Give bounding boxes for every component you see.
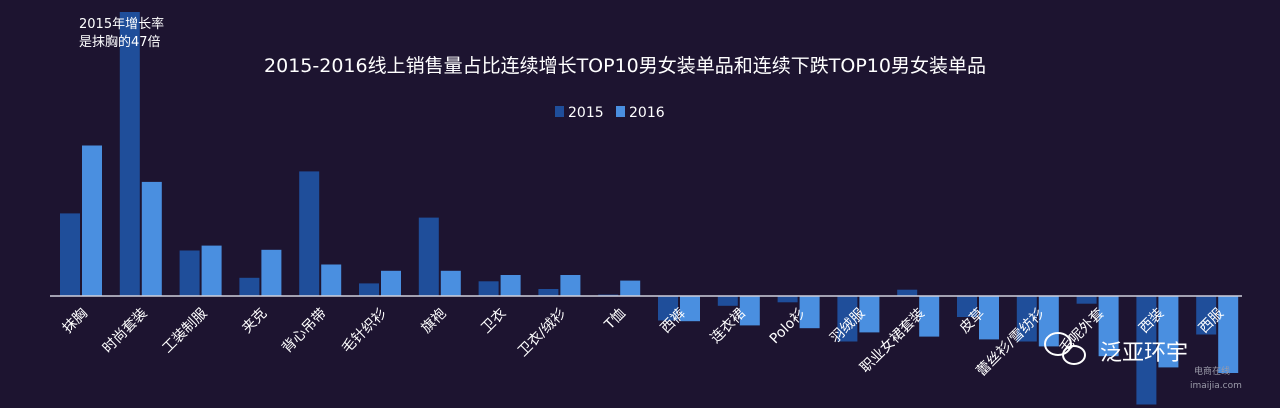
category-label-8: 卫衣/绒衫 — [515, 306, 569, 360]
bar-2015-2 — [179, 250, 200, 296]
bar-2016-0 — [82, 145, 102, 296]
chart-title: 2015-2016线上销售量占比连续增长TOP10男女装单品和连续下跌TOP10… — [264, 55, 986, 77]
bar-2016-17 — [1098, 296, 1119, 357]
bar-2015-15 — [957, 296, 977, 317]
watermark-domain: imaijia.com — [1190, 381, 1242, 391]
category-label-2: 工装制服 — [160, 306, 211, 357]
bar-2016-9 — [620, 280, 641, 296]
annotation-line-2: 是抹胸的47倍 — [79, 34, 161, 50]
wechat-icon — [1044, 332, 1086, 365]
bar-2015-4 — [299, 171, 320, 296]
bar-2016-8 — [560, 275, 581, 296]
bar-2016-2 — [201, 245, 222, 296]
bar-2016-19 — [1218, 296, 1239, 373]
bar-2015-19 — [1196, 296, 1217, 335]
category-label-1: 时尚套装 — [100, 306, 151, 357]
category-label-9: T恤 — [601, 306, 629, 334]
bar-2015-14 — [897, 289, 918, 296]
watermark-brand: 泛亚环宇 — [1100, 341, 1188, 366]
category-label-7: 卫衣 — [478, 306, 509, 337]
bar-2015-16 — [1016, 296, 1037, 342]
legend-swatch-2016 — [616, 106, 625, 117]
bar-2016-5 — [381, 270, 401, 296]
bar-2015-12 — [777, 296, 798, 303]
bar-2015-5 — [359, 283, 379, 296]
category-label-4: 背心吊带 — [279, 306, 330, 357]
bar-2015-8 — [538, 289, 559, 296]
category-label-0: 抹胸 — [60, 306, 91, 337]
bar-2016-4 — [321, 264, 342, 296]
watermark: 泛亚环宇 电商在线 imaijia.com — [1044, 332, 1242, 391]
category-label-6: 旗袍 — [419, 306, 450, 337]
watermark-site: 电商在线 — [1194, 365, 1230, 377]
bar-2016-1 — [141, 181, 162, 296]
growth-annotation: 2015年增长率 是抹胸的47倍 — [79, 16, 164, 50]
bar-2016-12 — [799, 296, 820, 329]
bar-2015-3 — [239, 277, 260, 296]
category-label-11: 连衣裙 — [708, 306, 749, 347]
category-label-3: 夹克 — [239, 306, 270, 337]
bar-2015-17 — [1076, 296, 1097, 304]
bar-2016-10 — [680, 296, 700, 322]
bar-2015-18 — [1136, 296, 1157, 405]
bar-2015-6 — [418, 217, 439, 296]
legend: 2015 2016 — [555, 105, 665, 121]
bar-2016-3 — [261, 249, 282, 296]
bar-2016-18 — [1158, 296, 1179, 368]
bar-2015-0 — [60, 213, 80, 296]
category-label-5: 毛针织衫 — [339, 306, 390, 357]
annotation-line-1: 2015年增长率 — [79, 16, 164, 32]
bar-2016-13 — [859, 296, 880, 333]
bar-2015-7 — [478, 281, 499, 296]
legend-label-2015: 2015 — [568, 105, 604, 121]
legend-label-2016: 2016 — [629, 105, 665, 121]
bars — [60, 12, 1239, 405]
bar-2016-15 — [979, 296, 999, 340]
bar-2016-7 — [500, 275, 521, 296]
bar-2015-13 — [837, 296, 858, 342]
bar-2015-11 — [717, 296, 738, 306]
bar-2016-6 — [440, 270, 461, 296]
bar-2016-11 — [739, 296, 760, 326]
legend-swatch-2015 — [555, 106, 564, 117]
bar-2015-1 — [119, 12, 140, 296]
bar-2015-10 — [658, 296, 678, 321]
bar-2016-14 — [919, 296, 940, 337]
